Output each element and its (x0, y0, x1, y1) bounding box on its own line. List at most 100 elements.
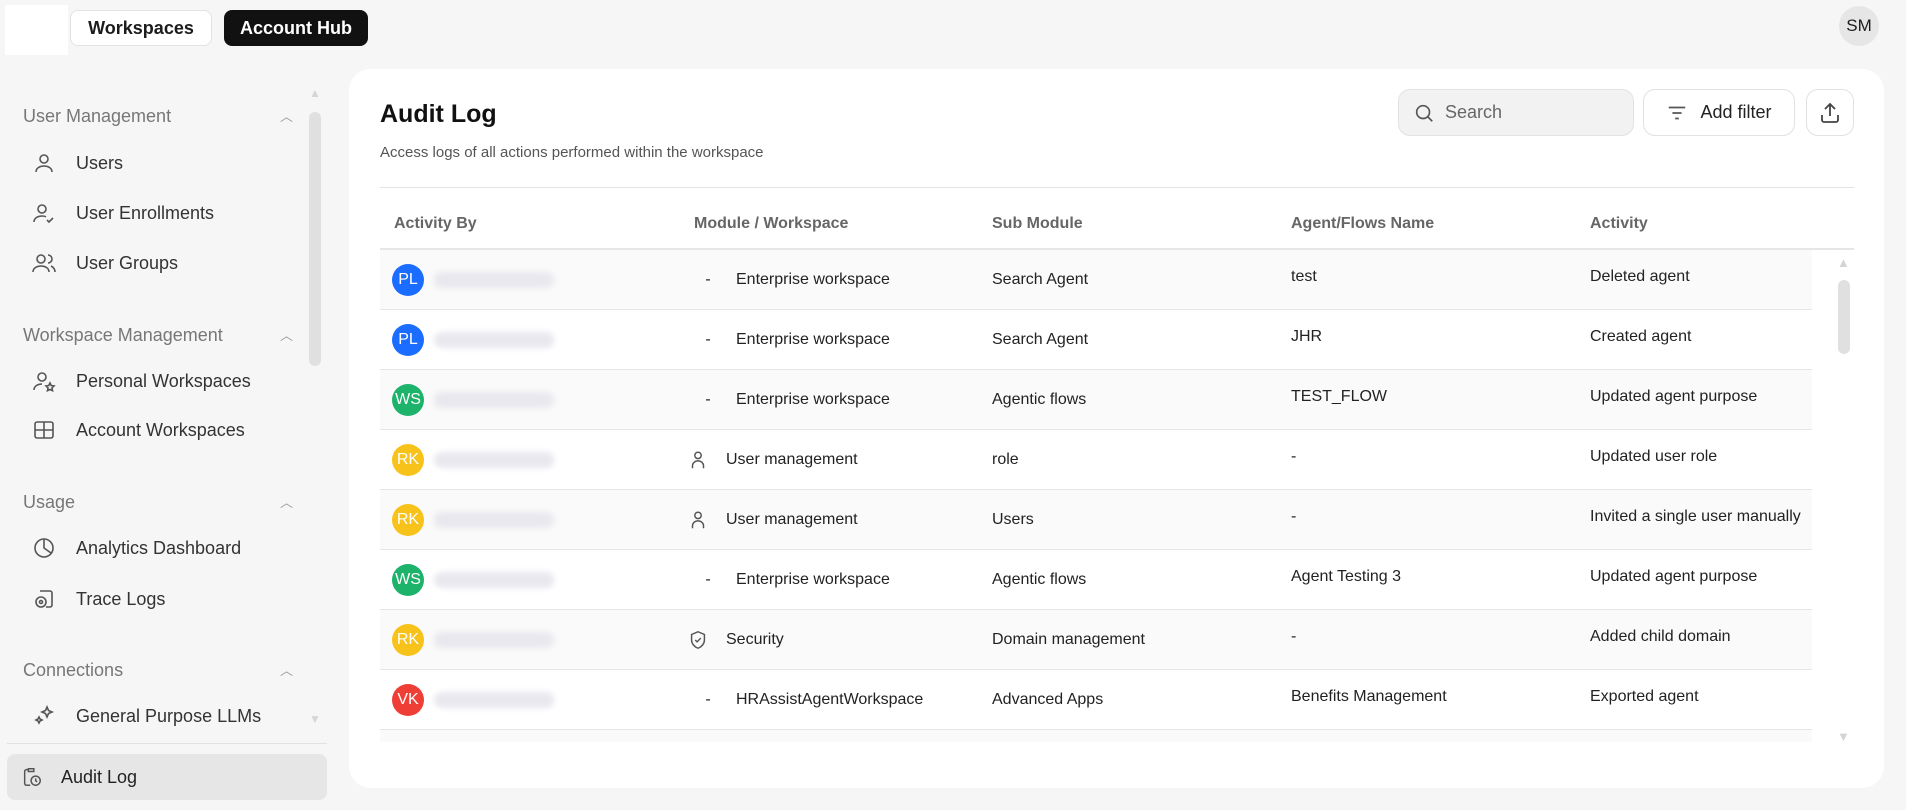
agent-name-cell: - (1291, 508, 1297, 525)
activity-cell: Invited a single user manually (1590, 508, 1801, 525)
table-row[interactable]: WS - Enterprise workspace Agentic flows A… (380, 550, 1812, 610)
column-header-activity-by[interactable]: Activity By (394, 215, 477, 232)
table-row[interactable] (380, 730, 1812, 742)
column-header-module[interactable]: Module / Workspace (694, 215, 849, 232)
module-name: Enterprise workspace (736, 391, 890, 408)
sidebar-divider (7, 743, 327, 744)
sub-module-cell: Agentic flows (992, 391, 1087, 408)
column-header-activity[interactable]: Activity (1590, 215, 1648, 232)
sidebar-item[interactable]: Users (32, 146, 123, 180)
export-button[interactable] (1806, 89, 1854, 136)
activity-by-cell: PL (380, 310, 554, 370)
search-input[interactable] (1445, 102, 1615, 123)
table-row[interactable]: WS - Enterprise workspace Agentic flows T… (380, 370, 1812, 430)
activity-cell: Updated agent purpose (1590, 568, 1758, 585)
sidebar-item[interactable]: Analytics Dashboard (32, 531, 241, 565)
account-hub-button[interactable]: Account Hub (224, 10, 368, 46)
add-filter-button[interactable]: Add filter (1643, 89, 1795, 136)
table-row[interactable]: RK User management Users - Invited a sin… (380, 490, 1812, 550)
chevron-up-icon[interactable]: ︿ (279, 109, 293, 124)
sub-module-cell: Users (992, 511, 1034, 528)
page-title: Audit Log (380, 100, 497, 128)
module-icon: - (694, 571, 722, 589)
sidebar-scrollbar[interactable] (309, 112, 321, 366)
redacted-name (434, 332, 554, 348)
workspaces-button[interactable]: Workspaces (70, 10, 212, 46)
avatar: RK (392, 504, 424, 536)
column-header-sub-module[interactable]: Sub Module (992, 215, 1083, 232)
dash-icon: - (705, 271, 711, 288)
upload-icon (1821, 102, 1839, 123)
audit-clock-icon (23, 768, 41, 786)
sidebar-item-audit-log[interactable]: Audit Log (7, 754, 327, 800)
avatar: WS (392, 564, 424, 596)
module-icon: - (694, 391, 722, 409)
user-avatar[interactable]: SM (1839, 6, 1879, 46)
audit-log-panel: Audit Log Access logs of all actions per… (349, 69, 1884, 788)
activity-by-cell: WS (380, 550, 554, 610)
user-icon (691, 511, 705, 529)
avatar: RK (392, 624, 424, 656)
page-subtitle: Access logs of all actions performed wit… (380, 144, 764, 161)
activity-cell: Exported agent (1590, 688, 1699, 705)
table-scroll-up[interactable]: ▲ (1837, 255, 1850, 270)
sidebar-section-header[interactable]: Connections ︿ (23, 660, 293, 681)
sidebar-item[interactable]: General Purpose LLMs (32, 699, 261, 733)
table-scrollbar[interactable] (1838, 280, 1850, 354)
column-header-agent-name[interactable]: Agent/Flows Name (1291, 215, 1435, 232)
sidebar-item[interactable]: User Enrollments (32, 196, 214, 230)
sidebar-item[interactable]: Account Workspaces (32, 413, 245, 447)
activity-by-cell: VK (380, 670, 554, 730)
dash-icon: - (705, 691, 711, 708)
module-icon: - (694, 691, 722, 709)
module-icon (684, 509, 712, 531)
sidebar-item[interactable]: User Groups (32, 246, 178, 280)
table-row[interactable]: PL - Enterprise workspace Search Agent te… (380, 250, 1812, 310)
sidebar-item[interactable]: Personal Workspaces (32, 364, 251, 398)
table-body: PL - Enterprise workspace Search Agent te… (380, 250, 1812, 742)
module-icon (684, 449, 712, 471)
sub-module-cell: Domain management (992, 631, 1145, 648)
module-name: Security (726, 631, 784, 648)
table-row[interactable]: RK User management role - Updated user r… (380, 430, 1812, 490)
redacted-name (434, 392, 554, 408)
sub-module-cell: Agentic flows (992, 571, 1087, 588)
sidebar-section-header[interactable]: Usage ︿ (23, 492, 293, 513)
sidebar-item[interactable]: Trace Logs (32, 582, 165, 616)
table-scroll-down[interactable]: ▼ (1837, 729, 1850, 744)
user-icon (35, 154, 53, 173)
activity-by-cell: WS (380, 370, 554, 430)
avatar: WS (392, 384, 424, 416)
dash-icon: - (705, 391, 711, 408)
chevron-up-icon[interactable]: ︿ (279, 328, 293, 343)
dash-icon: - (705, 331, 711, 348)
sidebar-item-label: Audit Log (61, 766, 138, 787)
redacted-name (434, 632, 554, 648)
sidebar-scroll-up[interactable]: ▲ (309, 86, 321, 100)
user-check-icon (33, 204, 54, 224)
shield-check-icon (690, 630, 706, 650)
grid-icon (34, 421, 54, 439)
chevron-up-icon[interactable]: ︿ (279, 495, 293, 510)
activity-by-cell: RK (380, 430, 554, 490)
divider (380, 187, 1854, 188)
agent-name-cell: test (1291, 268, 1317, 285)
activity-by-cell (380, 730, 424, 742)
sidebar-scroll-down[interactable]: ▼ (309, 712, 321, 726)
sidebar-section-header[interactable]: User Management ︿ (23, 106, 293, 127)
table-row[interactable]: RK Security Domain management - Added ch… (380, 610, 1812, 670)
activity-cell: Updated agent purpose (1590, 388, 1758, 405)
trace-icon (35, 590, 53, 608)
search-box[interactable] (1398, 89, 1634, 136)
table-row[interactable]: PL - Enterprise workspace Search Agent JH… (380, 310, 1812, 370)
chevron-up-icon[interactable]: ︿ (279, 663, 293, 678)
sidebar-section-header[interactable]: Workspace Management ︿ (23, 325, 293, 346)
activity-by-cell: RK (380, 490, 554, 550)
table-row[interactable]: VK - HRAssistAgentWorkspace Advanced Apps… (380, 670, 1812, 730)
avatar: PL (392, 264, 424, 296)
section-title: Connections (23, 660, 124, 680)
pie-chart-icon (34, 538, 54, 558)
user-star-icon (33, 372, 56, 393)
module-icon: - (694, 331, 722, 349)
sidebar-item-label: Account Workspaces (76, 419, 245, 440)
